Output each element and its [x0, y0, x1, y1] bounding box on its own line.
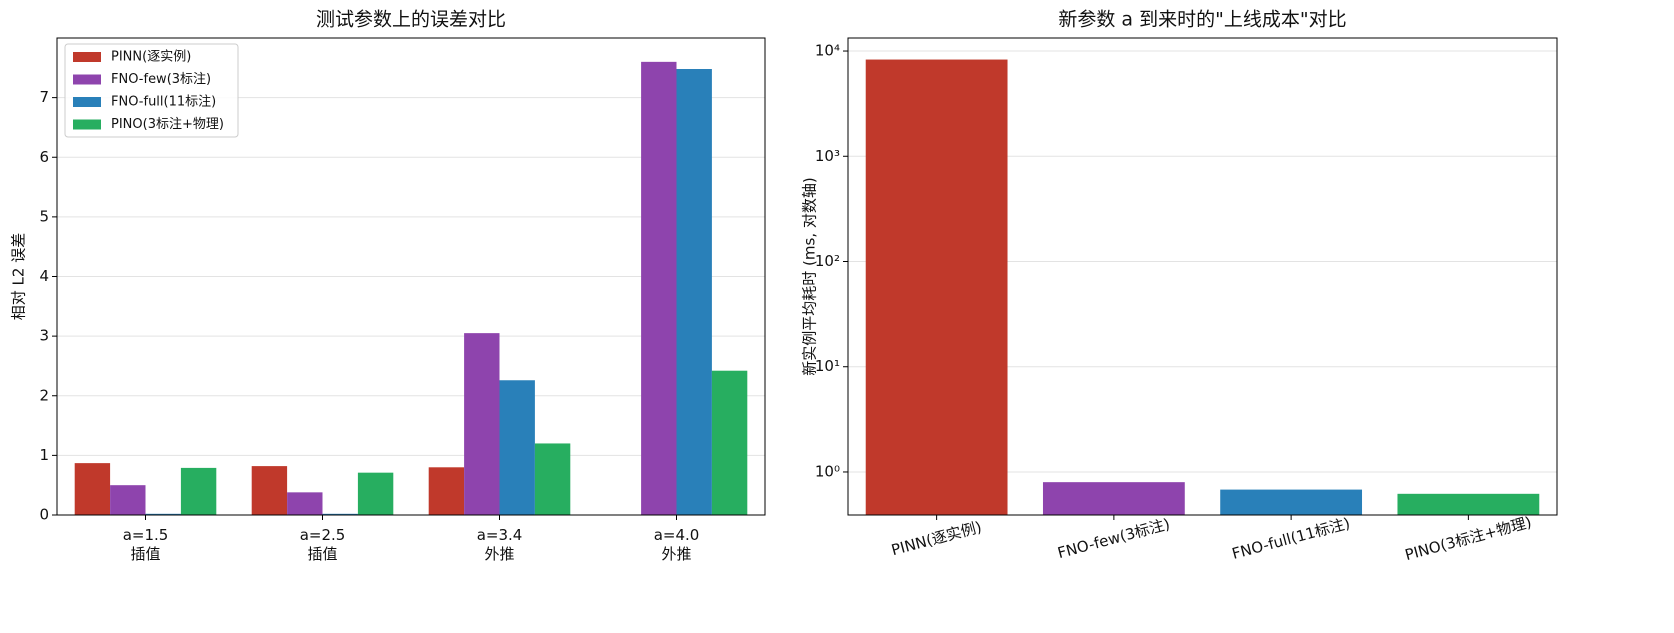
x-tick-label: PINN(逐实例) — [889, 518, 983, 559]
y-axis-label: 新实例平均耗时 (ms, 对数轴) — [801, 177, 819, 375]
x-tick-label: FNO-few(3标注) — [1056, 515, 1172, 562]
bar — [74, 463, 111, 515]
bar — [251, 466, 288, 515]
bar — [1220, 489, 1363, 515]
y-axis-label: 相对 L2 误差 — [10, 233, 28, 320]
y-tick-label: 10⁴ — [815, 42, 840, 60]
chart-title: 测试参数上的误差对比 — [316, 9, 506, 31]
y-tick-label: 4 — [39, 267, 49, 285]
bar — [322, 513, 358, 515]
y-tick-label: 10⁰ — [815, 462, 840, 480]
chart-title: 新参数 a 到来时的"上线成本"对比 — [1058, 9, 1346, 31]
legend-label: PINN(逐实例) — [111, 50, 191, 65]
bar — [287, 492, 323, 515]
bar — [145, 513, 181, 515]
bar — [1397, 493, 1540, 515]
y-tick-label: 6 — [39, 148, 49, 166]
bar — [110, 485, 146, 515]
y-tick-label: 5 — [39, 207, 49, 225]
bar — [865, 59, 1008, 516]
legend-swatch — [73, 119, 101, 130]
x-tick-label: a=4.0 外推 — [654, 526, 700, 563]
legend-label: FNO-few(3标注) — [111, 72, 211, 87]
legend-swatch — [73, 97, 101, 107]
bar — [1042, 482, 1185, 515]
axes-frame — [847, 37, 1558, 516]
y-tick-label: 7 — [39, 88, 49, 106]
x-tick-label: a=2.5 插值 — [300, 526, 346, 563]
legend-label: PINO(3标注+物理) — [111, 117, 224, 132]
bar — [428, 467, 465, 515]
x-tick-label: PINO(3标注+物理) — [1403, 513, 1534, 564]
y-tick-label: 10¹ — [815, 357, 840, 375]
bar — [499, 380, 535, 515]
bar — [711, 370, 748, 515]
y-tick-label: 10² — [815, 252, 840, 270]
x-tick-label: FNO-full(11标注) — [1230, 514, 1352, 563]
x-tick-label: a=1.5 插值 — [123, 526, 169, 563]
legend-swatch — [73, 52, 101, 62]
y-tick-label: 1 — [39, 446, 49, 464]
bar — [641, 61, 677, 515]
legend-swatch — [73, 74, 101, 85]
x-tick-label: a=3.4 外推 — [477, 526, 523, 563]
y-tick-label: 3 — [39, 327, 49, 345]
bar — [464, 333, 500, 515]
bar — [534, 443, 571, 515]
legend-box — [64, 43, 239, 138]
y-tick-label: 10³ — [815, 147, 840, 165]
bar — [676, 69, 712, 515]
y-tick-label: 0 — [39, 506, 49, 524]
bar — [180, 467, 217, 515]
axes-frame — [56, 37, 766, 516]
bar — [357, 472, 394, 515]
legend-label: FNO-full(11标注) — [111, 95, 216, 110]
y-tick-label: 2 — [39, 386, 49, 404]
